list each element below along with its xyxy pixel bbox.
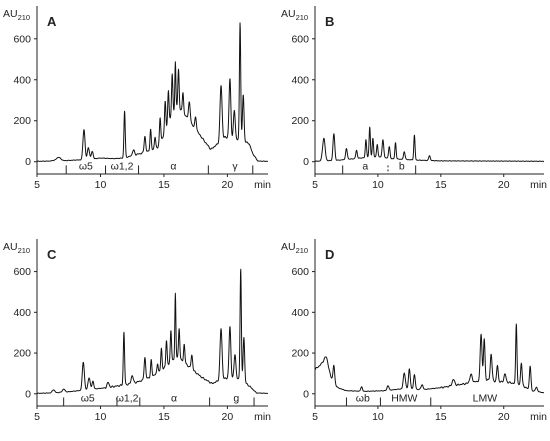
panel-b: 0 200 400 600 5 10 15 20 min AU210 Ba b: [281, 6, 547, 191]
x-tick-label: 10: [95, 411, 107, 423]
x-tick-label: 15: [158, 179, 170, 191]
x-tick-label: 10: [95, 179, 107, 191]
panel-label: A: [47, 14, 57, 29]
fraction-label: α: [170, 160, 176, 172]
x-tick-label: 5: [34, 411, 40, 423]
y-tick-label: 200: [13, 348, 31, 360]
fraction-label: ω1,2: [116, 393, 139, 405]
x-axis-unit: min: [530, 411, 547, 423]
panel-label: D: [325, 247, 334, 262]
fraction-label: γ: [232, 160, 238, 172]
fraction-label: a: [362, 160, 368, 172]
panel-label: B: [325, 14, 334, 29]
x-tick-label: 20: [498, 411, 510, 423]
x-tick-label: 15: [158, 411, 170, 423]
x-tick-label: 15: [435, 411, 447, 423]
y-tick-label: 0: [303, 388, 309, 400]
y-tick-label: 0: [25, 156, 31, 168]
y-axis-unit: AU210: [3, 8, 30, 22]
y-tick-label: 400: [291, 307, 309, 319]
x-tick-label: 5: [312, 179, 318, 191]
panel-c: 0 200 400 600 5 10 15 20 min AU210 Cω5 ω1,2 α g: [3, 239, 271, 423]
fraction-label: g: [233, 393, 239, 405]
y-tick-label: 200: [291, 348, 309, 360]
fraction-label: α: [171, 393, 177, 405]
x-tick-label: 10: [372, 411, 384, 423]
y-tick-label: 200: [13, 115, 31, 127]
x-tick-label: 5: [34, 179, 40, 191]
x-tick-label: 15: [435, 179, 447, 191]
x-axis-unit: min: [254, 179, 271, 191]
y-axis-unit: AU210: [3, 241, 30, 255]
x-tick-label: 20: [222, 179, 234, 191]
chromatogram-trace: [36, 22, 269, 162]
y-tick-label: 600: [291, 266, 309, 278]
fraction-label: HMW: [391, 393, 417, 405]
y-tick-label: 600: [13, 266, 31, 278]
fraction-label: ω5: [81, 393, 95, 405]
fraction-label: ωb: [356, 393, 370, 405]
y-tick-label: 400: [13, 74, 31, 86]
x-axis-unit: min: [254, 411, 271, 423]
y-tick-label: 200: [291, 115, 309, 127]
y-tick-label: 0: [303, 156, 309, 168]
x-tick-label: 20: [498, 179, 510, 191]
y-tick-label: 400: [291, 74, 309, 86]
chromatogram-trace: [36, 268, 269, 395]
x-tick-label: 20: [222, 411, 234, 423]
fraction-label: b: [399, 160, 405, 172]
x-tick-label: 10: [372, 179, 384, 191]
y-tick-label: 600: [13, 33, 31, 45]
x-axis-unit: min: [530, 179, 547, 191]
chromatogram-trace: [314, 126, 545, 162]
panel-label: C: [47, 247, 57, 262]
y-tick-label: 400: [13, 307, 31, 319]
x-tick-label: 5: [312, 411, 318, 423]
fraction-label: LMW: [473, 393, 498, 405]
fraction-label: ω1,2: [111, 160, 134, 172]
y-tick-label: 600: [291, 33, 309, 45]
panel-a: 0 200 400 600 5 10 15 20 min AU210 Aω5 ω1,2 α γ: [3, 6, 271, 191]
fraction-label: ω5: [79, 160, 93, 172]
y-tick-label: 0: [25, 388, 31, 400]
chromatogram-trace: [314, 323, 545, 394]
y-axis-unit: AU210: [281, 8, 308, 22]
y-axis-unit: AU210: [281, 241, 308, 255]
panel-d: 0 200 400 600 5 10 15 20 min AU210 Dωb HMW LMW: [281, 239, 547, 423]
